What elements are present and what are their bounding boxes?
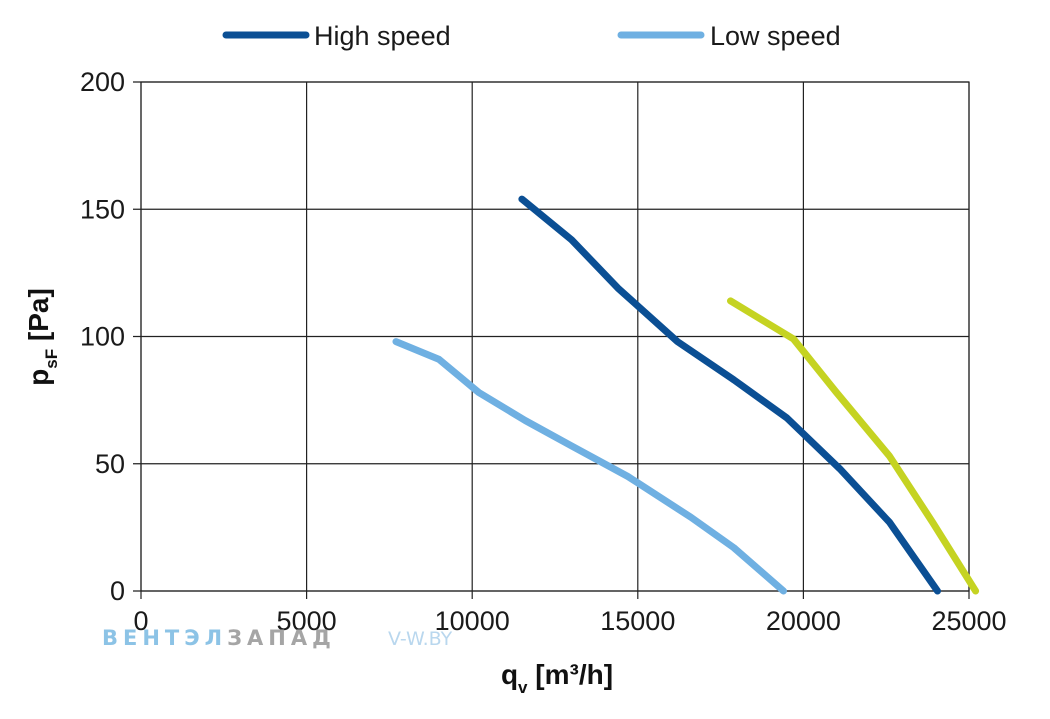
x-tick-label: 5000 <box>277 606 337 636</box>
series-line-3 <box>727 297 980 595</box>
chart-legend: High speed Low speed <box>222 21 841 51</box>
x-tick-label: 25000 <box>931 606 1006 636</box>
y-tick-label: 150 <box>80 194 125 224</box>
legend-label: Low speed <box>710 21 841 51</box>
x-axis-title: qv [m³/h] <box>501 659 613 697</box>
watermark-url: V-W.BY <box>388 628 453 650</box>
chart-grid <box>133 81 970 599</box>
series-line-2 <box>392 338 787 595</box>
y-axis-title: psF [Pa] <box>23 288 61 386</box>
x-tick-label: 0 <box>133 606 148 636</box>
x-tick-label: 20000 <box>766 606 841 636</box>
x-tick-label: 15000 <box>600 606 675 636</box>
x-axis-ticks: 0 5000 10000 15000 20000 25000 <box>133 606 1006 636</box>
y-tick-label: 200 <box>80 67 125 97</box>
series-line-1 <box>518 195 941 595</box>
y-axis-ticks: 0 50 100 150 200 <box>80 67 125 606</box>
y-tick-label: 0 <box>110 576 125 606</box>
chart-series <box>392 195 980 595</box>
y-tick-label: 50 <box>95 449 125 479</box>
legend-label: High speed <box>314 21 451 51</box>
watermark-logo: ВЕНТЭЛЗАПАД <box>102 626 336 650</box>
y-tick-label: 100 <box>80 322 125 352</box>
x-tick-label: 10000 <box>435 606 510 636</box>
